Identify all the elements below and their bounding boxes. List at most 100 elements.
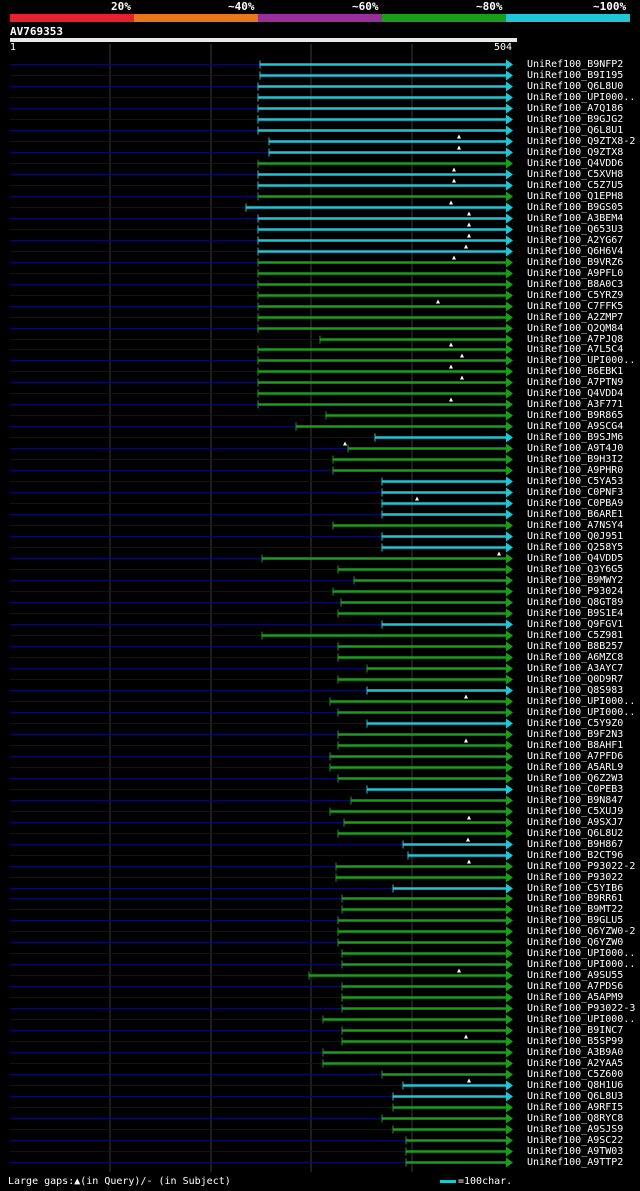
hit-row[interactable] <box>10 663 513 674</box>
hit-row[interactable] <box>10 564 513 575</box>
hit-row[interactable] <box>10 762 513 773</box>
hit-label[interactable]: UniRef100_A9SU55 <box>527 969 624 981</box>
hit-row[interactable] <box>10 290 513 301</box>
hit-row[interactable] <box>10 795 513 806</box>
hit-label[interactable]: UniRef100_P93022 <box>527 871 624 883</box>
hit-row[interactable] <box>10 751 513 762</box>
hit-row[interactable] <box>10 70 513 81</box>
hit-label[interactable]: UniRef100_A2ZMP7 <box>527 311 624 323</box>
hit-row[interactable] <box>10 1146 513 1157</box>
hit-label[interactable]: UniRef100_Q8S983 <box>527 684 624 696</box>
hit-label[interactable]: UniRef100_UPI000.. <box>527 706 636 718</box>
hit-row[interactable] <box>10 388 513 399</box>
hit-row[interactable] <box>10 1078 513 1091</box>
hit-row[interactable] <box>10 114 513 125</box>
hit-row[interactable] <box>10 718 513 729</box>
hit-label[interactable]: UniRef100_Q2QM84 <box>527 322 624 334</box>
hit-label[interactable]: UniRef100_A9PHR0 <box>527 464 624 476</box>
hit-row[interactable] <box>10 531 513 542</box>
hit-label[interactable]: UniRef100_Q6YZW0 <box>527 936 624 948</box>
hit-label[interactable]: UniRef100_B8AHF1 <box>527 739 624 751</box>
hit-label[interactable]: UniRef100_C5YIB6 <box>527 882 624 894</box>
hit-label[interactable]: UniRef100_B9VRZ6 <box>527 256 624 268</box>
hit-row[interactable] <box>10 806 513 817</box>
hit-label[interactable]: UniRef100_A9TW03 <box>527 1145 624 1157</box>
hit-label[interactable]: UniRef100_P93024 <box>527 585 624 597</box>
hit-row[interactable] <box>10 784 513 795</box>
hit-label[interactable]: UniRef100_Q9FGV1 <box>527 618 624 630</box>
hit-label[interactable]: UniRef100_Q1EPH8 <box>527 190 624 202</box>
hit-row[interactable] <box>10 268 513 279</box>
hit-row[interactable] <box>10 1034 513 1047</box>
hit-label[interactable]: UniRef100_C5YA53 <box>527 475 624 487</box>
hit-row[interactable] <box>10 342 513 355</box>
hit-label[interactable]: UniRef100_Q0D9R7 <box>527 673 624 685</box>
hit-label[interactable]: UniRef100_B9R865 <box>527 409 624 421</box>
hit-label[interactable]: UniRef100_B6EBK1 <box>527 365 624 377</box>
hit-label[interactable]: UniRef100_UPI000.. <box>527 91 636 103</box>
hit-row[interactable] <box>10 509 513 520</box>
hit-row[interactable] <box>10 992 513 1003</box>
hit-label[interactable]: UniRef100_C0PBA9 <box>527 497 624 509</box>
hit-row[interactable] <box>10 837 513 850</box>
hit-row[interactable] <box>10 59 513 70</box>
hit-label[interactable]: UniRef100_Q6L8U3 <box>527 1090 624 1102</box>
hit-label[interactable]: UniRef100_B9RR61 <box>527 892 624 904</box>
hit-row[interactable] <box>10 850 513 861</box>
hit-row[interactable] <box>10 432 513 443</box>
hit-label[interactable]: UniRef100_Q6H6V4 <box>527 245 624 257</box>
hit-row[interactable] <box>10 815 513 828</box>
hit-row[interactable] <box>10 178 513 191</box>
hit-label[interactable]: UniRef100_Q6YZW0-2 <box>527 925 636 937</box>
hit-label[interactable]: UniRef100_B8B257 <box>527 640 624 652</box>
hit-row[interactable] <box>10 134 513 147</box>
hit-label[interactable]: UniRef100_A9SCG4 <box>527 420 624 432</box>
hit-label[interactable]: UniRef100_C5Z7U5 <box>527 179 624 191</box>
hit-label[interactable]: UniRef100_B9GLU5 <box>527 914 624 926</box>
hit-label[interactable]: UniRef100_Q9ZTX8-2 <box>527 135 636 147</box>
hit-label[interactable]: UniRef100_B2CT96 <box>527 849 624 861</box>
hit-label[interactable]: UniRef100_Q9ZTX8 <box>527 146 624 158</box>
hit-label[interactable]: UniRef100_B9GJG2 <box>527 113 624 125</box>
hit-label[interactable]: UniRef100_UPI000.. <box>527 947 636 959</box>
hit-row[interactable] <box>10 1113 513 1124</box>
hit-row[interactable] <box>10 125 513 136</box>
hit-row[interactable] <box>10 191 513 202</box>
hit-row[interactable] <box>10 476 513 487</box>
hit-row[interactable] <box>10 1157 513 1168</box>
hit-row[interactable] <box>10 200 513 213</box>
hit-row[interactable] <box>10 1069 513 1080</box>
hit-row[interactable] <box>10 454 513 465</box>
hit-row[interactable] <box>10 103 513 114</box>
hit-row[interactable] <box>10 893 513 904</box>
hit-row[interactable] <box>10 729 513 740</box>
hit-label[interactable]: UniRef100_Q4VDD6 <box>527 157 624 169</box>
hit-row[interactable] <box>10 496 513 509</box>
hit-label[interactable]: UniRef100_Q6L8U2 <box>527 827 624 839</box>
hit-row[interactable] <box>10 1047 513 1058</box>
hit-row[interactable] <box>10 255 513 268</box>
hit-label[interactable]: UniRef100_B6ARE1 <box>527 508 624 520</box>
hit-label[interactable]: UniRef100_A7NSY4 <box>527 519 624 531</box>
hit-row[interactable] <box>10 948 513 959</box>
hit-label[interactable]: UniRef100_P93022-2 <box>527 860 636 872</box>
hit-row[interactable] <box>10 641 513 652</box>
hit-label[interactable]: UniRef100_B9MWY2 <box>527 574 624 586</box>
hit-label[interactable]: UniRef100_A2YAA5 <box>527 1057 624 1069</box>
hit-row[interactable] <box>10 364 513 377</box>
hit-label[interactable]: UniRef100_C5YRZ9 <box>527 289 624 301</box>
hit-row[interactable] <box>10 1091 513 1102</box>
hit-label[interactable]: UniRef100_A6MZC8 <box>527 651 624 663</box>
hit-row[interactable] <box>10 1025 513 1036</box>
hit-row[interactable] <box>10 279 513 290</box>
hit-row[interactable] <box>10 441 513 454</box>
hit-label[interactable]: UniRef100_Q6Z2W3 <box>527 772 624 784</box>
hit-row[interactable] <box>10 968 513 981</box>
hit-label[interactable]: UniRef100_UPI000.. <box>527 354 636 366</box>
hit-label[interactable]: UniRef100_A3B9A0 <box>527 1046 624 1058</box>
hit-label[interactable]: UniRef100_B9INC7 <box>527 1024 624 1036</box>
hit-row[interactable] <box>10 167 513 180</box>
hit-label[interactable]: UniRef100_A9RFI5 <box>527 1101 624 1113</box>
hit-label[interactable]: UniRef100_UPI000.. <box>527 695 636 707</box>
hit-label[interactable]: UniRef100_Q258Y5 <box>527 541 624 553</box>
